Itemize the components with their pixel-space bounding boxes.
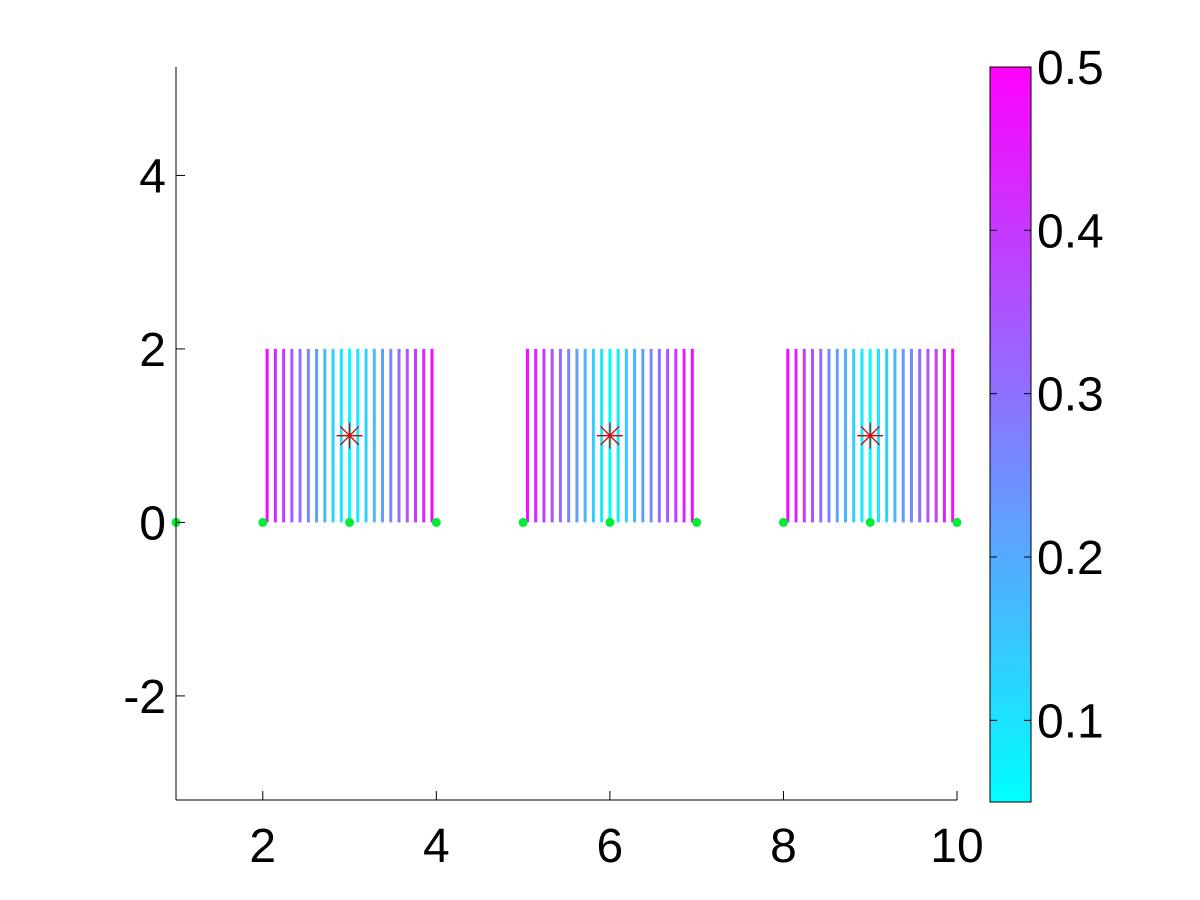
colorbar-tick-label: 0.1	[1037, 695, 1104, 748]
center-marker-stroke	[600, 426, 620, 446]
colorbar-tick-label: 0.2	[1037, 532, 1104, 585]
x-tick-label: 2	[249, 820, 276, 873]
data-point	[345, 517, 355, 527]
center-marker-stroke	[860, 426, 880, 446]
x-tick-label: 4	[423, 820, 450, 873]
segments	[265, 348, 955, 523]
colorbar-gradient	[989, 66, 1032, 803]
data-point	[952, 517, 962, 527]
center-marker	[336, 422, 363, 449]
plot-area: 2 4 6 8 10 -2 0 2 4	[123, 67, 984, 873]
x-tick-label: 10	[930, 820, 983, 873]
center-marker	[857, 422, 884, 449]
y-tick-label: 4	[139, 150, 166, 203]
x-tick-label: 6	[597, 820, 624, 873]
center-markers	[336, 422, 884, 449]
data-point	[605, 517, 615, 527]
data-point	[865, 517, 875, 527]
data-point	[778, 517, 788, 527]
data-point	[431, 517, 441, 527]
colorbar-tick-label: 0.5	[1037, 42, 1104, 95]
y-tick-label: 2	[139, 324, 166, 377]
y-tick-label: -2	[123, 671, 166, 724]
x-tick-label: 8	[770, 820, 797, 873]
data-point	[258, 517, 268, 527]
colorbar-tick-label: 0.3	[1037, 369, 1104, 422]
colorbar-tick-label: 0.4	[1037, 205, 1104, 258]
y-tick-label: 0	[139, 497, 166, 550]
data-point	[518, 517, 528, 527]
data-point	[692, 517, 702, 527]
points	[171, 517, 962, 527]
center-marker-stroke	[339, 426, 360, 446]
colorbar: 0.1 0.2 0.3 0.4 0.5	[989, 42, 1104, 803]
center-marker	[596, 422, 623, 449]
